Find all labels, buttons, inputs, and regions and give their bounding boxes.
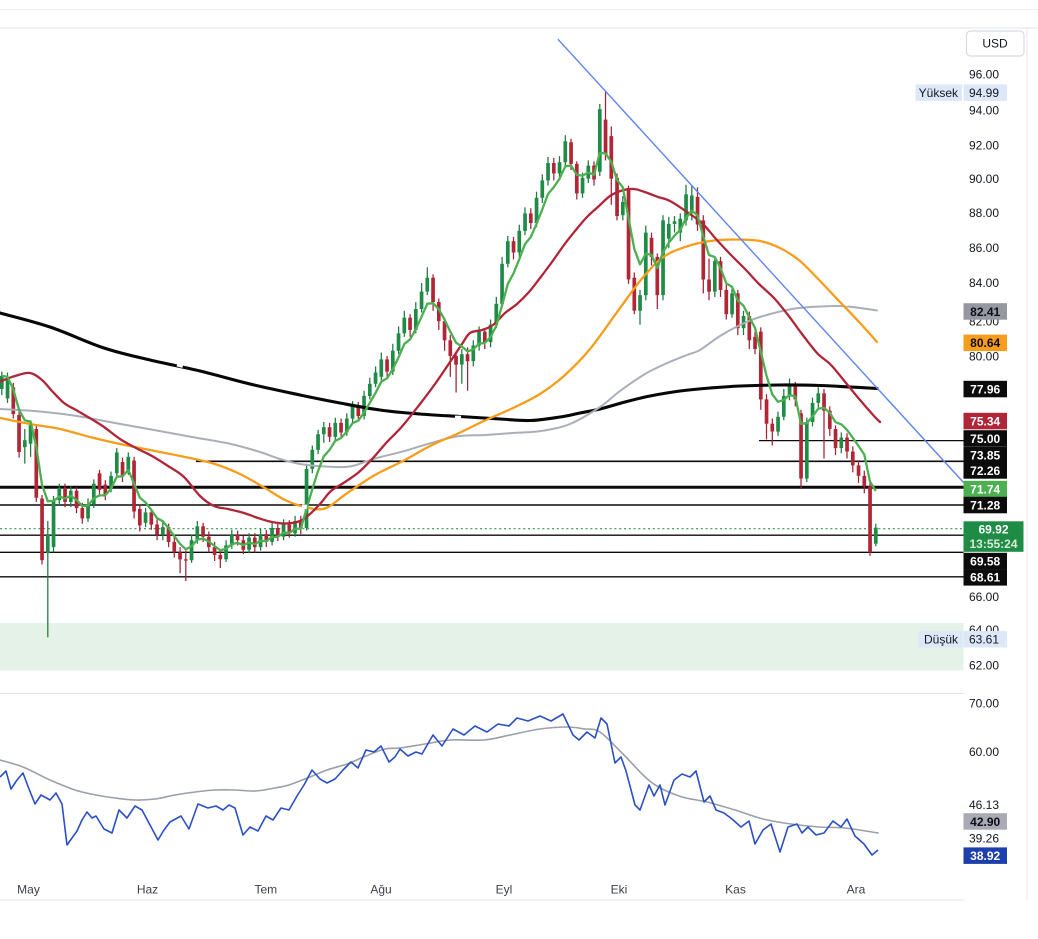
svg-text:Ara: Ara <box>847 882 866 896</box>
svg-text:63.61: 63.61 <box>969 633 999 647</box>
svg-text:71.28: 71.28 <box>970 498 1000 512</box>
svg-text:71.74: 71.74 <box>970 482 1000 496</box>
svg-text:80.00: 80.00 <box>969 349 999 363</box>
svg-text:Haz: Haz <box>137 882 158 896</box>
svg-text:60.00: 60.00 <box>969 745 999 759</box>
svg-text:72.26: 72.26 <box>970 464 1000 478</box>
svg-text:69.58: 69.58 <box>970 554 1000 568</box>
svg-text:94.00: 94.00 <box>969 104 999 118</box>
svg-text:75.00: 75.00 <box>970 432 1000 446</box>
svg-text:42.90: 42.90 <box>970 815 1000 829</box>
svg-text:86.00: 86.00 <box>969 241 999 255</box>
svg-text:77.96: 77.96 <box>970 382 1000 396</box>
svg-text:75.34: 75.34 <box>970 414 1000 428</box>
svg-text:46.13: 46.13 <box>969 798 999 812</box>
svg-text:13:55:24: 13:55:24 <box>969 537 1017 551</box>
svg-text:Ağu: Ağu <box>370 882 391 896</box>
svg-text:Tem: Tem <box>254 882 277 896</box>
svg-text:94.99: 94.99 <box>969 86 999 100</box>
svg-text:88.00: 88.00 <box>969 206 999 220</box>
svg-text:May: May <box>17 882 40 896</box>
svg-text:92.00: 92.00 <box>969 139 999 153</box>
svg-text:62.00: 62.00 <box>969 659 999 673</box>
svg-text:Eki: Eki <box>611 882 628 896</box>
svg-text:39.26: 39.26 <box>969 831 999 845</box>
svg-text:Eyl: Eyl <box>496 882 513 896</box>
svg-text:USD: USD <box>982 37 1008 51</box>
svg-text:96.00: 96.00 <box>969 68 999 82</box>
svg-text:38.92: 38.92 <box>970 849 1000 863</box>
svg-text:73.85: 73.85 <box>970 448 1000 462</box>
svg-text:80.64: 80.64 <box>970 336 1000 350</box>
svg-text:82.41: 82.41 <box>970 305 1000 319</box>
svg-text:84.00: 84.00 <box>969 276 999 290</box>
svg-text:Kas: Kas <box>725 882 746 896</box>
svg-text:90.00: 90.00 <box>969 172 999 186</box>
svg-text:Yüksek: Yüksek <box>919 86 959 100</box>
svg-text:68.61: 68.61 <box>970 571 1000 585</box>
svg-text:70.00: 70.00 <box>969 696 999 710</box>
svg-text:Düşük: Düşük <box>924 633 959 647</box>
svg-text:69.92: 69.92 <box>978 523 1008 537</box>
svg-text:66.00: 66.00 <box>969 590 999 604</box>
